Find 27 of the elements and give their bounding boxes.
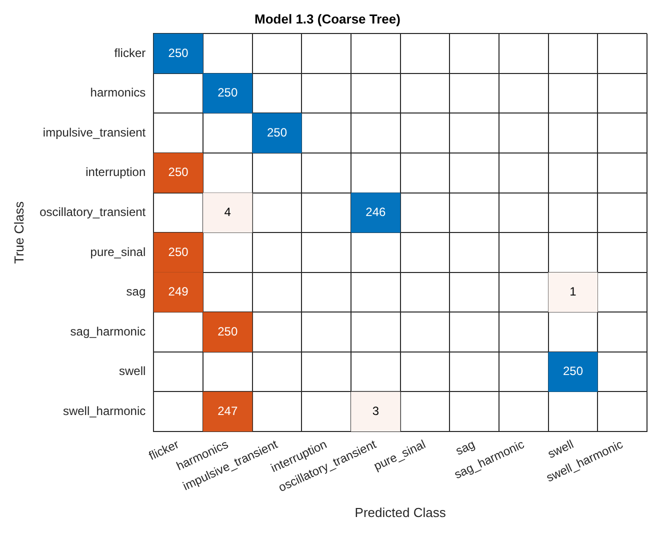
y-tick-label: impulsive_transient	[42, 125, 146, 140]
y-tick-label: sag_harmonic	[70, 324, 146, 338]
data-label: 250	[218, 324, 238, 338]
y-tick-label: pure_sinal	[90, 244, 146, 259]
data-label: 250	[562, 364, 584, 378]
data-label: 3	[372, 404, 380, 418]
y-tick-label: sag	[126, 284, 146, 299]
data-label: 246	[366, 204, 386, 219]
x-tick-label: flicker	[146, 437, 181, 464]
chart-title: Model 1.3 (Coarse Tree)	[254, 11, 400, 26]
data-label: 250	[168, 165, 189, 180]
data-label: 4	[224, 204, 232, 219]
y-tick-label: swell	[118, 364, 146, 378]
y-axis-title: True Class	[11, 200, 26, 264]
data-label: 250	[266, 125, 288, 140]
y-tick-label: swell_harmonic	[62, 404, 146, 418]
data-label: 249	[168, 284, 189, 299]
data-label: 250	[168, 46, 189, 60]
data-label: 247	[218, 404, 238, 418]
data-label: 250	[168, 244, 189, 259]
y-tick-label: harmonics	[90, 86, 146, 100]
y-tick-label: oscillatory_transient	[40, 204, 146, 219]
y-tick-label: flicker	[114, 46, 146, 60]
y-tick-label: interruption	[86, 165, 146, 180]
data-label: 1	[570, 284, 577, 299]
x-axis-title: Predicted Class	[354, 504, 446, 520]
data-label: 250	[218, 86, 238, 100]
